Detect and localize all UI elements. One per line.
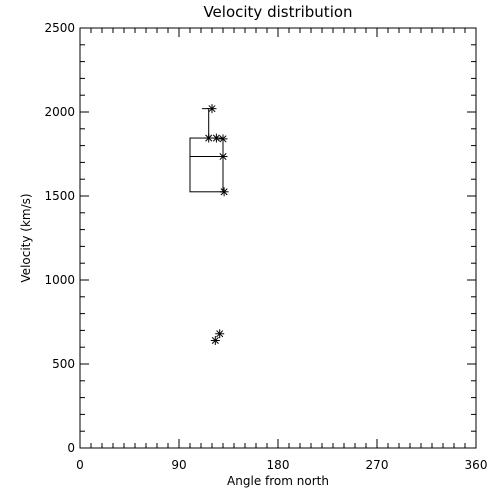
y-tick-label: 2500 [44,21,75,35]
y-tick-label: 1500 [44,189,75,203]
data-point [210,335,220,345]
data-point [218,152,228,162]
x-tick-label: 0 [76,458,84,472]
chart-title: Velocity distribution [203,3,352,21]
data-point [219,187,229,197]
data-point [218,134,228,144]
x-tick-label: 360 [465,458,488,472]
box-iqr [189,137,224,193]
x-axis-label: Angle from north [227,474,329,488]
data-point [204,133,214,143]
x-tick-label: 180 [267,458,290,472]
y-tick-label: 2000 [44,105,75,119]
plot-frame [79,27,477,449]
y-tick-label: 0 [67,441,75,455]
data-point [211,133,221,143]
y-axis-label: Velocity (km/s) [19,193,33,282]
data-point [207,104,217,114]
x-tick-label: 90 [171,458,186,472]
y-tick-label: 500 [52,357,75,371]
data-point [215,329,225,339]
data-points [204,104,229,345]
axis-tick-labels: 0 90 180 270 360 0 500 1000 1500 2000 2500 [44,21,487,472]
axis-ticks [79,27,477,449]
x-tick-label: 270 [366,458,389,472]
y-tick-label: 1000 [44,273,75,287]
box-plot [189,108,224,193]
